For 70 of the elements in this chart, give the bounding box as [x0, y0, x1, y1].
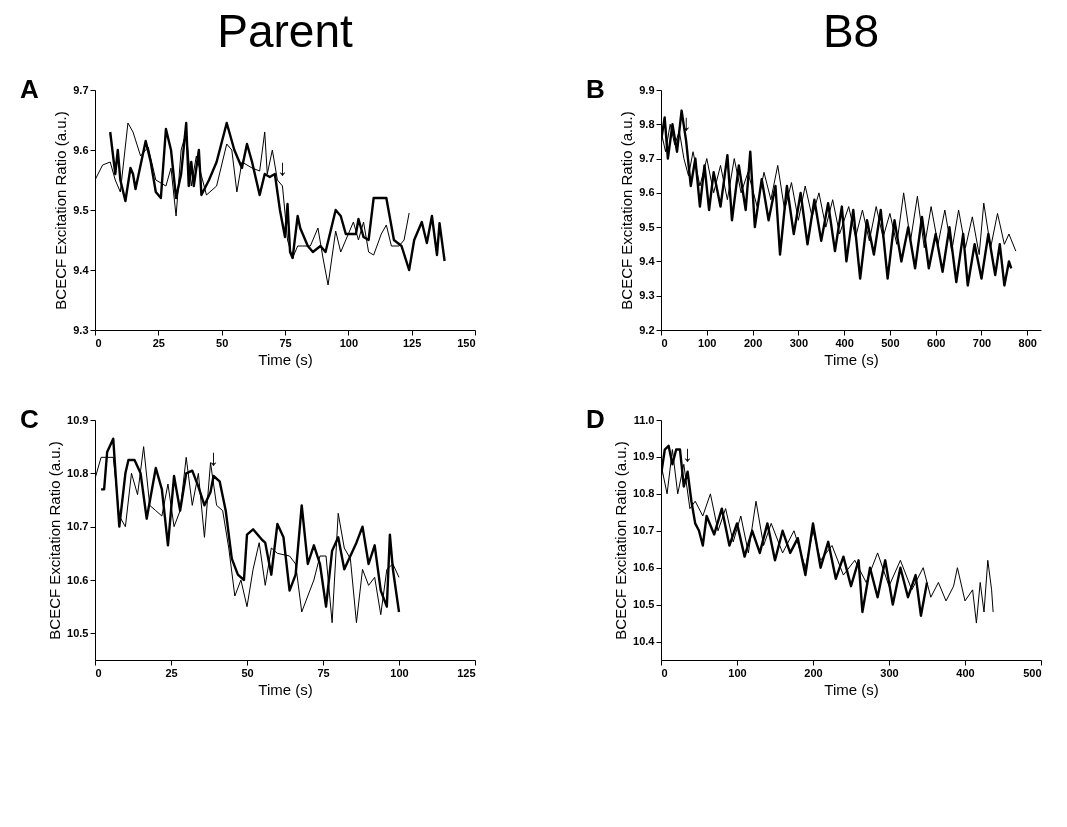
chart-title: D	[586, 404, 605, 434]
x-tick-label: 300	[789, 336, 809, 349]
annotation: ↓	[208, 445, 220, 470]
x-tick-label: 500	[881, 336, 900, 349]
x-axis-title: Time (s)	[258, 680, 313, 698]
x-tick-label: 400	[956, 666, 975, 679]
y-tick-label: 9.7	[73, 83, 89, 96]
y-tick-label: 9.5	[639, 220, 655, 233]
annotation: ↓	[682, 440, 694, 466]
x-tick-label: 125	[457, 666, 476, 679]
x-tick-label: 75	[317, 666, 330, 679]
chart-title: A	[20, 74, 39, 104]
text: Parent	[217, 5, 353, 57]
x-tick-label: 100	[728, 666, 747, 679]
y-tick-label: 10.7	[67, 520, 89, 533]
x-tick-label: 75	[279, 336, 292, 349]
y-tick-label: 10.5	[633, 598, 655, 611]
chart-title: B	[586, 74, 605, 104]
y-tick-label: 9.3	[73, 323, 89, 336]
y-tick-label: 9.7	[639, 152, 655, 165]
x-tick-label: 100	[698, 336, 717, 349]
annotation: ↓	[276, 155, 288, 180]
x-tick-label: 0	[95, 336, 102, 349]
x-tick-label: 300	[880, 666, 899, 679]
x-tick-label: 150	[457, 336, 476, 349]
x-tick-label: 25	[165, 666, 178, 679]
x-axis-title: Time (s)	[824, 680, 879, 698]
y-axis-title: BCECF Excitation Ratio (a.u.)	[46, 441, 64, 640]
x-tick-label: 50	[216, 336, 229, 349]
x-tick-label: 125	[402, 336, 422, 349]
x-axis-title: Time (s)	[258, 350, 313, 368]
x-tick-label: 800	[1018, 336, 1037, 349]
y-tick-label: 11.0	[633, 413, 655, 426]
x-tick-label: 100	[339, 336, 359, 349]
y-tick-label: 9.4	[73, 263, 90, 276]
y-axis-title: BCECF Excitation Ratio (a.u.)	[52, 111, 70, 310]
y-tick-label: 9.5	[73, 203, 89, 216]
x-tick-label: 200	[743, 336, 763, 349]
x-tick-label: 700	[972, 336, 992, 349]
y-tick-label: 10.9	[633, 450, 655, 463]
chart-title: C	[20, 404, 39, 434]
y-axis-title: BCECF Excitation Ratio (a.u.)	[612, 441, 630, 640]
x-tick-label: 600	[927, 336, 946, 349]
x-axis-title: Time (s)	[824, 350, 879, 368]
y-tick-label: 9.3	[639, 289, 655, 302]
x-tick-label: 0	[661, 336, 668, 349]
x-tick-label: 0	[95, 666, 102, 679]
x-tick-label: 400	[835, 336, 854, 349]
x-tick-label: 0	[661, 666, 668, 679]
y-tick-label: 10.6	[633, 561, 655, 574]
y-tick-label: 10.7	[633, 524, 655, 537]
y-tick-label: 10.4	[633, 635, 656, 648]
y-tick-label: 10.9	[67, 413, 89, 426]
x-tick-label: 25	[152, 336, 165, 349]
y-tick-label: 9.8	[639, 117, 655, 130]
y-tick-label: 9.2	[639, 323, 655, 336]
y-tick-label: 9.6	[639, 186, 655, 199]
x-tick-label: 50	[241, 666, 254, 679]
y-tick-label: 10.6	[67, 573, 89, 586]
x-tick-label: 200	[804, 666, 823, 679]
y-tick-label: 10.5	[67, 626, 89, 639]
y-tick-label: 9.9	[639, 83, 655, 96]
x-tick-label: 100	[390, 666, 409, 679]
y-tick-label: 10.8	[67, 466, 89, 479]
y-tick-label: 9.6	[73, 143, 89, 156]
x-tick-label: 500	[1023, 666, 1042, 679]
y-tick-label: 9.4	[639, 254, 656, 267]
y-axis-title: BCECF Excitation Ratio (a.u.)	[618, 111, 636, 310]
y-tick-label: 10.8	[633, 487, 655, 500]
text: B8	[822, 5, 880, 57]
